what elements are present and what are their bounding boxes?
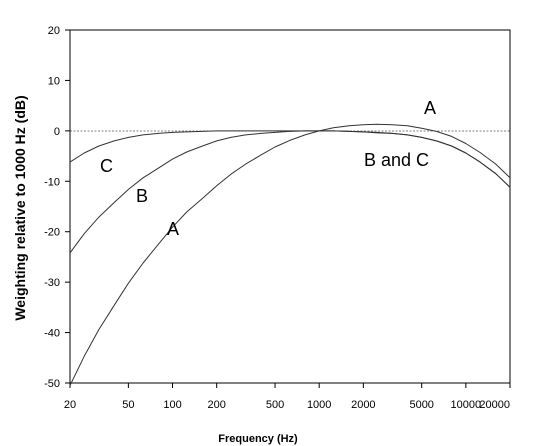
label-a-right: A [424, 98, 436, 118]
x-tick-label: 1000 [307, 399, 331, 411]
y-tick-label: 0 [54, 126, 60, 138]
series-curves [69, 123, 511, 386]
label-a-left: A [167, 219, 179, 239]
label-b: B [136, 186, 148, 206]
x-tick-label: 10000 [451, 399, 482, 411]
x-tick-label: 20000 [479, 399, 510, 411]
x-axis-title: Frequency (Hz) [218, 433, 298, 445]
x-tick-label: 200 [207, 399, 225, 411]
x-tick-label: 100 [163, 399, 181, 411]
label-b-and-c: B and C [364, 150, 429, 170]
x-tick-label: 2000 [351, 399, 375, 411]
curve-a [69, 123, 511, 386]
x-tick-label: 5000 [409, 399, 433, 411]
x-tick-label: 20 [64, 399, 76, 411]
y-axis-title: Weighting relative to 1000 Hz (dB) [12, 95, 28, 320]
y-tick-label: 20 [48, 25, 60, 37]
y-tick-label: 10 [48, 75, 60, 87]
x-tick-label: 50 [122, 399, 134, 411]
y-axis-ticks: 20 10 0 -10 -20 -30 -40 -50 [44, 25, 70, 390]
plot-frame [69, 29, 511, 384]
y-tick-label: -10 [44, 176, 60, 188]
y-tick-label: -40 [44, 328, 60, 340]
label-c: C [100, 156, 113, 176]
y-tick-label: -50 [44, 378, 60, 390]
y-tick-label: -20 [44, 227, 60, 239]
x-tick-label: 500 [266, 399, 284, 411]
y-tick-label: -30 [44, 277, 60, 289]
curve-c [69, 130, 511, 188]
